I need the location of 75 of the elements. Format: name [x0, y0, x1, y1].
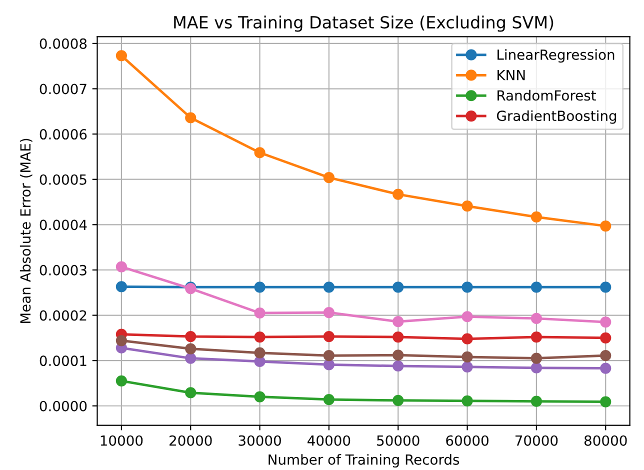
point	[462, 351, 473, 362]
point	[323, 350, 335, 362]
point	[323, 306, 335, 318]
y-tick-label: 0.0007	[40, 84, 86, 94]
point	[185, 352, 196, 364]
x-axis-title: Number of Training Records	[268, 454, 460, 468]
y-tick-label: 0.0005	[40, 174, 86, 185]
x-tick-label: 50000	[377, 435, 420, 446]
point	[600, 362, 612, 374]
point	[392, 394, 404, 406]
point	[254, 282, 266, 293]
point	[600, 396, 612, 408]
point	[600, 316, 612, 328]
point	[530, 352, 542, 364]
x-tick-label: 70000	[516, 435, 558, 446]
y-tick-label: 0.0003	[40, 264, 86, 276]
point	[116, 335, 128, 346]
point	[116, 50, 128, 62]
x-tick-label: 40000	[308, 435, 350, 446]
x-tick-label: 20000	[170, 435, 212, 446]
y-tick-label: 0.0004	[40, 220, 87, 230]
point	[323, 172, 335, 184]
x-tick-label: 10000	[100, 435, 143, 446]
point	[323, 394, 335, 406]
point	[254, 391, 266, 402]
point	[530, 282, 542, 293]
x-tick-label: 60000	[446, 435, 488, 446]
y-axis-title: Mean Absolute Error (MAE)	[20, 138, 32, 324]
point	[462, 282, 473, 293]
point	[462, 361, 473, 372]
point	[185, 387, 196, 398]
legend-label: GradientBoosting	[496, 110, 616, 124]
point	[254, 347, 266, 358]
x-tick-label: 30000	[238, 435, 281, 446]
point	[254, 307, 266, 319]
point	[116, 261, 128, 272]
point	[323, 282, 335, 293]
point	[392, 331, 404, 343]
y-tick-label: 0.0006	[40, 129, 87, 140]
y-tick-label: 0.0008	[40, 38, 87, 49]
point	[462, 333, 473, 344]
point	[185, 343, 196, 354]
point	[392, 282, 404, 293]
legend-label: RandomForest	[498, 90, 596, 101]
point	[116, 375, 128, 387]
point	[116, 281, 128, 292]
y-tick-label: 0.0002	[40, 310, 86, 321]
point	[185, 112, 196, 124]
point	[530, 312, 542, 324]
point	[462, 311, 473, 322]
point	[254, 331, 266, 343]
point	[254, 147, 266, 158]
point	[462, 395, 473, 406]
point	[530, 362, 542, 374]
x-tick-label: 80000	[584, 435, 627, 446]
legend-label: KNN	[498, 70, 525, 80]
point	[323, 331, 335, 342]
point	[600, 350, 612, 362]
point	[600, 332, 612, 344]
point	[530, 211, 542, 223]
chart-title: MAE vs Training Dataset Size (Excluding SVM)	[174, 16, 554, 32]
point	[392, 188, 404, 200]
point	[600, 220, 612, 232]
legend-label: LinearRegression	[498, 49, 614, 63]
point	[600, 282, 612, 293]
point	[392, 316, 404, 328]
point	[392, 350, 404, 361]
point	[185, 331, 196, 342]
y-tick-label: 0.0001	[40, 356, 86, 366]
point	[530, 331, 542, 343]
point	[462, 200, 473, 212]
point	[392, 360, 404, 372]
point	[530, 396, 542, 407]
y-tick-label: 0.0000	[40, 400, 87, 412]
point	[323, 359, 335, 370]
